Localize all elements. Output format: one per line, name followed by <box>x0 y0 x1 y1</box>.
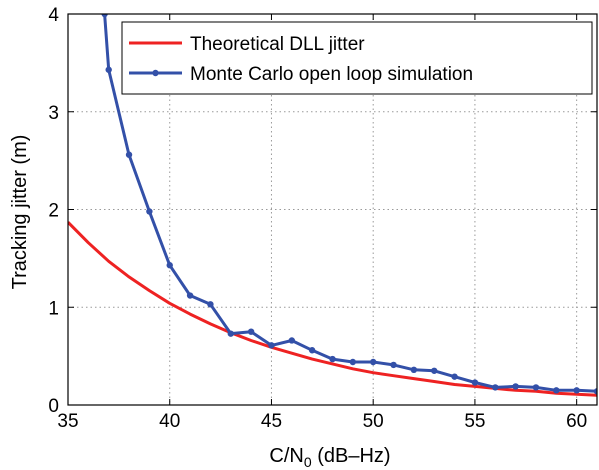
series-1-point <box>349 358 357 366</box>
x-tick-label: 35 <box>57 411 78 432</box>
series-line-1 <box>103 14 597 393</box>
series-1-point <box>186 292 194 299</box>
series-1-point <box>166 262 173 269</box>
series-1-point <box>532 384 540 391</box>
legend-label-theoretical: Theoretical DLL jitter <box>190 34 365 55</box>
series-1-point <box>573 387 580 394</box>
legend-box <box>121 21 593 95</box>
legend-label-montecarlo: Monte Carlo open loop simulation <box>190 64 473 85</box>
x-axis-label-unit: (dB–Hz) <box>312 445 391 467</box>
series-1-point <box>247 328 255 335</box>
series-1-point <box>329 355 336 363</box>
series-layer <box>68 14 597 397</box>
series-1-point <box>227 330 234 337</box>
series-1-point <box>512 383 519 390</box>
y-tick-label: 0 <box>48 396 59 417</box>
series-1-point <box>268 342 275 349</box>
y-axis-label: Tracking jitter (m) <box>9 135 31 290</box>
x-axis-label-subscript: 0 <box>304 454 312 470</box>
y-tick-label: 3 <box>48 103 59 124</box>
x-tick-label: 50 <box>363 411 384 432</box>
series-1-point <box>308 347 316 354</box>
series-1-point <box>288 337 296 344</box>
series-1-point <box>492 384 499 391</box>
series-1-point <box>431 367 438 374</box>
series-1-point <box>390 361 397 369</box>
series-1-point <box>410 366 418 374</box>
series-1-point <box>369 358 377 366</box>
series-1-point <box>105 66 112 73</box>
y-tick-label: 1 <box>48 298 59 319</box>
x-tick-label: 45 <box>261 411 282 432</box>
y-tick-label: 4 <box>48 5 59 26</box>
legend: Theoretical DLL jitter Monte Carlo open … <box>121 21 593 95</box>
x-axis-label: C/N0 (dB–Hz) <box>269 445 390 470</box>
series-1-point <box>207 301 214 308</box>
x-tick-label: 40 <box>159 411 180 432</box>
axis-ticks: 35 40 45 50 55 60 0 1 2 3 4 <box>48 5 597 432</box>
series-1-point <box>471 379 479 386</box>
series-1-point <box>553 387 560 394</box>
y-tick-label: 2 <box>48 201 59 222</box>
series-1-point <box>125 151 133 158</box>
series-line-0 <box>68 221 597 397</box>
series-1-point <box>451 373 458 380</box>
series-1-point <box>146 208 153 215</box>
series-1-point <box>593 388 597 395</box>
x-tick-label: 55 <box>464 411 485 432</box>
legend-marker-montecarlo <box>152 69 159 77</box>
x-tick-label: 60 <box>566 411 587 432</box>
series-1-point <box>101 14 108 18</box>
